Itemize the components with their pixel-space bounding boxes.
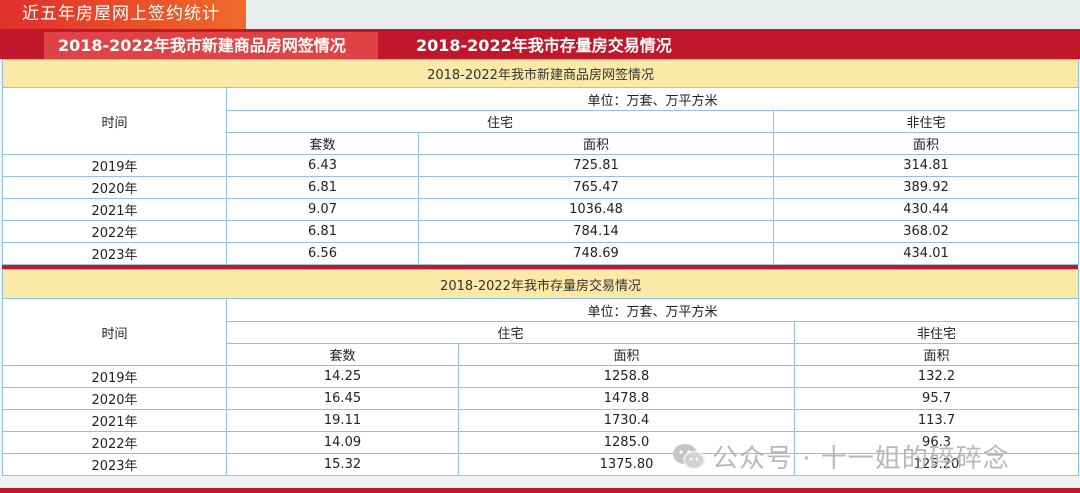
- unit-label: 单位：万套、万平方米: [225, 298, 1080, 322]
- nonres-area-cell: 113.7: [793, 409, 1080, 432]
- watermark: 公众号 · 十一姐的碎碎念: [672, 438, 1010, 475]
- nonres-area-cell: 430.44: [772, 198, 1080, 221]
- tab-existing-homes[interactable]: 2018-2022年我市存量房交易情况: [416, 36, 672, 55]
- area-header: 面积: [418, 132, 774, 155]
- table-row: 2020年 16.45 1478.8 95.7: [2, 387, 1080, 410]
- year-cell: 2021年: [2, 198, 227, 221]
- year-cell: 2019年: [2, 154, 227, 177]
- existing-homes-table: 2018-2022年我市存量房交易情况 时间 单位：万套、万平方米 住宅 非住宅 套…: [1, 269, 1080, 476]
- units-cell: 15.32: [226, 453, 459, 476]
- area-cell: 784.14: [418, 220, 774, 243]
- area-cell: 1375.80: [458, 453, 795, 476]
- table-separator: [2, 265, 1078, 269]
- year-cell: 2020年: [2, 387, 227, 410]
- nonres-area-header: 面积: [772, 132, 1080, 155]
- nonres-area-cell: 95.7: [793, 387, 1080, 410]
- nonresidential-header: 非住宅: [793, 321, 1080, 344]
- area-cell: 1478.8: [458, 387, 795, 410]
- area-cell: 765.47: [418, 176, 774, 199]
- nonres-area-cell: 125.20: [793, 453, 1080, 476]
- time-header: 时间: [2, 87, 227, 155]
- units-cell: 14.25: [226, 365, 459, 388]
- year-cell: 2020年: [2, 176, 227, 199]
- units-cell: 16.45: [226, 387, 459, 410]
- year-cell: 2022年: [2, 220, 227, 243]
- units-cell: 6.56: [226, 242, 419, 265]
- nonresidential-header: 非住宅: [772, 110, 1080, 133]
- year-cell: 2021年: [2, 409, 227, 432]
- units-cell: 6.43: [226, 154, 419, 177]
- units-cell: 19.11: [226, 409, 459, 432]
- table-row: 2022年 6.81 784.14 368.02: [2, 220, 1080, 243]
- units-cell: 6.81: [226, 220, 419, 243]
- table-row: 2020年 6.81 765.47 389.92: [2, 176, 1080, 199]
- residential-header: 住宅: [226, 321, 795, 344]
- time-header: 时间: [2, 298, 227, 366]
- page-title: 近五年房屋网上签约统计: [0, 0, 246, 29]
- nonres-area-cell: 96.3: [793, 431, 1080, 454]
- nonres-area-cell: 314.81: [772, 154, 1080, 177]
- watermark-text: 公众号 · 十一姐的碎碎念: [712, 444, 1010, 474]
- year-cell: 2023年: [2, 242, 227, 265]
- units-cell: 9.07: [226, 198, 419, 221]
- new-homes-table: 2018-2022年我市新建商品房网签情况 时间 单位：万套、万平方米 住宅 非住宅…: [1, 59, 1080, 265]
- wechat-icon: [672, 443, 706, 471]
- nonres-area-cell: 368.02: [772, 220, 1080, 243]
- year-cell: 2022年: [2, 431, 227, 454]
- units-cell: 6.81: [226, 176, 419, 199]
- table-row: 2019年 14.25 1258.8 132.2: [2, 365, 1080, 388]
- table-row: 2019年 6.43 725.81 314.81: [2, 154, 1080, 177]
- tab-bar: 2018-2022年我市新建商品房网签情况 2018-2022年我市存量房交易情…: [0, 29, 1080, 59]
- year-cell: 2023年: [2, 453, 227, 476]
- area-cell: 748.69: [418, 242, 774, 265]
- table-row: 2021年 19.11 1730.4 113.7: [2, 409, 1080, 432]
- area-cell: 1258.8: [458, 365, 795, 388]
- area-cell: 725.81: [418, 154, 774, 177]
- area-cell: 1036.48: [418, 198, 774, 221]
- bottom-bar: [0, 488, 1080, 493]
- top-bar: 近五年房屋网上签约统计: [0, 0, 1080, 29]
- nonres-area-cell: 389.92: [772, 176, 1080, 199]
- tab-new-homes[interactable]: 2018-2022年我市新建商品房网签情况: [44, 32, 378, 59]
- units-cell: 14.09: [226, 431, 459, 454]
- nonres-area-cell: 132.2: [793, 365, 1080, 388]
- table-caption: 2018-2022年我市存量房交易情况: [1, 269, 1080, 299]
- units-header: 套数: [226, 343, 459, 366]
- area-header: 面积: [458, 343, 795, 366]
- content-area: 2018-2022年我市新建商品房网签情况 时间 单位：万套、万平方米 住宅 非住宅…: [1, 59, 1080, 476]
- units-header: 套数: [226, 132, 419, 155]
- year-cell: 2019年: [2, 365, 227, 388]
- table-row: 2022年 14.09 1285.0 96.3: [2, 431, 1080, 454]
- residential-header: 住宅: [226, 110, 774, 133]
- table-row: 2023年 15.32 1375.80 125.20: [2, 453, 1080, 476]
- table-row: 2021年 9.07 1036.48 430.44: [2, 198, 1080, 221]
- unit-label: 单位：万套、万平方米: [225, 87, 1080, 111]
- nonres-area-cell: 434.01: [772, 242, 1080, 265]
- nonres-area-header: 面积: [793, 343, 1080, 366]
- area-cell: 1730.4: [458, 409, 795, 432]
- table-caption: 2018-2022年我市新建商品房网签情况: [1, 59, 1080, 88]
- table-row: 2023年 6.56 748.69 434.01: [2, 242, 1080, 265]
